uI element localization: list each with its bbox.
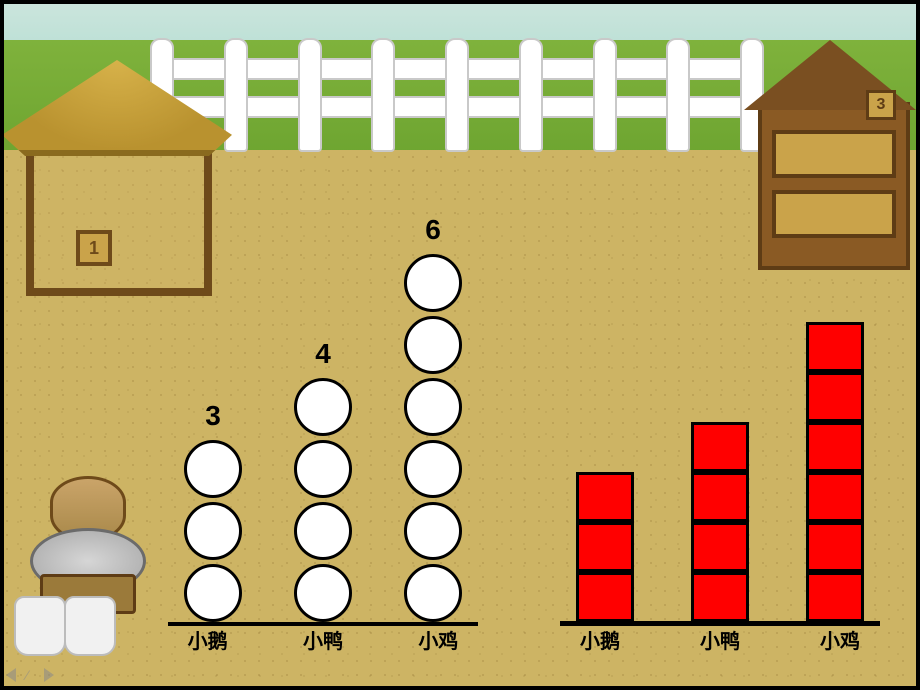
slide-nav: ⁄	[6, 666, 54, 684]
dot-chart: 3 4 6 小鹅 小鸭 小鸡	[168, 184, 478, 654]
square-unit	[806, 572, 864, 622]
fence-post	[593, 38, 617, 152]
square-column	[806, 322, 864, 622]
square-unit	[806, 322, 864, 372]
value-label: 3	[205, 400, 221, 432]
square-unit	[576, 472, 634, 522]
value-label: 6	[425, 214, 441, 246]
circle-unit	[294, 378, 352, 436]
circle-column: 3	[184, 400, 242, 622]
square-unit	[576, 572, 634, 622]
x-category-label: 小鸭	[691, 625, 749, 654]
circle-unit	[184, 564, 242, 622]
bar-chart: 小鹅 小鸭 小鸡	[560, 224, 880, 654]
circle-unit	[404, 378, 462, 436]
circle-unit	[184, 502, 242, 560]
circle-unit	[294, 502, 352, 560]
x-category-label: 小鹅	[571, 625, 629, 654]
circle-column: 4	[294, 338, 352, 622]
prev-slide-icon[interactable]	[6, 668, 16, 682]
square-unit	[576, 522, 634, 572]
circle-unit	[404, 254, 462, 312]
square-unit	[806, 422, 864, 472]
next-slide-icon[interactable]	[44, 668, 54, 682]
mill-icon	[10, 466, 160, 656]
barn-sign: 3	[866, 90, 896, 120]
x-category-label: 小鸡	[409, 625, 467, 654]
square-unit	[691, 472, 749, 522]
fence-post	[445, 38, 469, 152]
circle-unit	[404, 316, 462, 374]
slide-stage: 1 3 3 4 6 小鹅 小鸭 小鸡 小鹅 小鸭 小鸡 ⁄	[0, 0, 920, 690]
bar-chart-xlabels: 小鹅 小鸭 小鸡	[560, 625, 880, 654]
circle-unit	[184, 440, 242, 498]
nav-separator: ⁄	[26, 668, 34, 682]
square-column	[576, 472, 634, 622]
square-column	[691, 422, 749, 622]
circle-column: 6	[404, 214, 462, 622]
square-unit	[691, 572, 749, 622]
dot-chart-xlabels: 小鹅 小鸭 小鸡	[168, 625, 478, 654]
circle-unit	[294, 440, 352, 498]
fence-post	[298, 38, 322, 152]
dot-chart-columns: 3 4 6	[168, 214, 478, 622]
square-unit	[806, 372, 864, 422]
fence-post	[519, 38, 543, 152]
x-category-label: 小鸡	[811, 625, 869, 654]
flour-sack-icon	[64, 596, 116, 656]
flour-sack-icon	[14, 596, 66, 656]
circle-unit	[404, 440, 462, 498]
fence-post	[371, 38, 395, 152]
circle-unit	[404, 564, 462, 622]
square-unit	[806, 472, 864, 522]
x-category-label: 小鹅	[179, 625, 237, 654]
stall-sign: 1	[76, 230, 112, 266]
bar-chart-columns	[560, 322, 880, 622]
fence-post	[666, 38, 690, 152]
square-unit	[691, 422, 749, 472]
barn-trough	[772, 130, 896, 178]
circle-unit	[404, 502, 462, 560]
value-label: 4	[315, 338, 331, 370]
stall-roof-icon	[2, 60, 232, 156]
circle-unit	[294, 564, 352, 622]
square-unit	[691, 522, 749, 572]
x-category-label: 小鸭	[294, 625, 352, 654]
fence	[150, 24, 760, 144]
square-unit	[806, 522, 864, 572]
